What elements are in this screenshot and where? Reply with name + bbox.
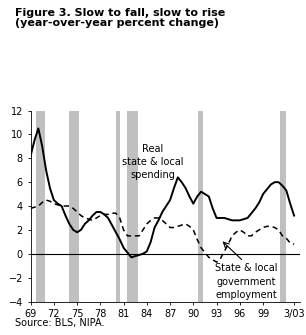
- Bar: [128, 111, 138, 302]
- Text: (year-over-year percent change): (year-over-year percent change): [15, 18, 219, 28]
- Text: Source: BLS, NIPA.: Source: BLS, NIPA.: [15, 318, 105, 328]
- Bar: [69, 111, 79, 302]
- Bar: [116, 111, 121, 302]
- Text: Figure 3. Slow to fall, slow to rise: Figure 3. Slow to fall, slow to rise: [15, 8, 226, 18]
- Bar: [198, 111, 203, 302]
- Text: Real
state & local
spending: Real state & local spending: [122, 144, 184, 180]
- Text: State & local
government
employment: State & local government employment: [215, 263, 277, 300]
- Bar: [280, 111, 285, 302]
- Bar: [36, 111, 45, 302]
